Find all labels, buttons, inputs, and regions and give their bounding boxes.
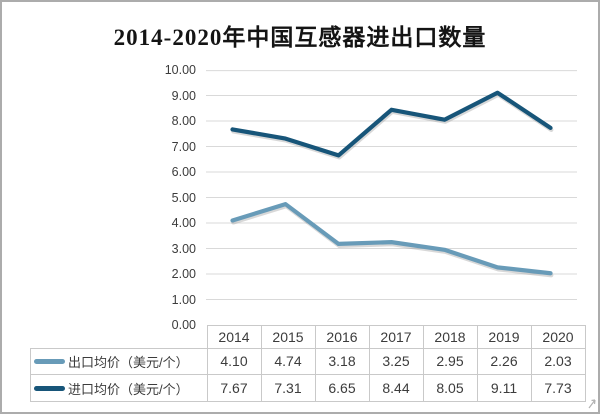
export-series-line [230,202,553,276]
chart-title: 2014-2020年中国互感器进出口数量 [113,25,487,50]
y-tick-label: 7.00 [171,139,196,154]
year-header-cell: 2017 [368,325,424,349]
value-cell: 3.25 [368,347,424,376]
y-tick-label: 9.00 [171,88,196,103]
table-row-export: 出口均价（美元/个） 4.10 4.74 3.18 3.25 2.95 2.26 2.03 [30,347,586,376]
y-tick-label: 4.00 [171,216,196,230]
table-corner-cell [31,326,208,349]
y-tick-label: 8.00 [171,114,196,128]
value-cell: 4.10 [206,347,262,376]
value-cell: 9.11 [476,374,532,402]
import-legend-line-swatch [34,385,65,391]
y-tick-label: 0.00 [171,318,196,332]
year-header-cell: 2015 [260,325,316,349]
table-row-years: 2014 2015 2016 2017 2018 2019 2020 [31,325,586,349]
value-cell: 3.18 [314,347,370,376]
value-cell: 6.65 [314,374,370,402]
data-table-body: 2014 2015 2016 2017 2018 2019 2020 出口均价（美元/个） 4.… [30,325,586,402]
y-tick-label: 1.00 [171,292,196,307]
y-tick-label: 10.00 [164,63,196,77]
table-row-import: 进口均价（美元/个） 7.67 7.31 6.65 8.44 8.05 9.11 7.73 [30,374,586,402]
plot-area [206,70,577,300]
legend-cell: 出口均价（美元/个） [30,347,208,376]
export-legend-line-swatch [34,358,65,364]
legend-series-label: 进口均价（美元/个） [68,381,189,397]
value-cell: 8.44 [368,374,424,402]
year-header-cell: 2018 [422,325,478,349]
year-header-cell: 2020 [530,325,586,349]
import-series-line-shadow [231,92,554,160]
value-cell: 2.26 [476,347,532,376]
value-cell: 8.05 [422,374,478,402]
value-cell: 7.31 [260,374,316,402]
data-table: 2014 2015 2016 2017 2018 2019 2020 出口均价（美元/个） 4.… [30,325,586,402]
value-cell: 2.95 [422,347,478,376]
y-tick-label: 6.00 [171,165,196,179]
legend-cell: 进口均价（美元/个） [30,374,208,402]
y-axis-tick-labels: 0.00 1.00 2.00 3.00 4.00 5.00 6.00 7.00 8.00 9.00… [120,2,200,412]
value-cell: 7.73 [530,374,586,402]
y-tick-label: 3.00 [171,241,196,256]
import-series-line [230,90,553,158]
year-header-cell: 2014 [206,325,262,349]
corner-artifact [587,397,597,410]
value-cell: 2.03 [530,347,586,376]
y-tick-label: 5.00 [171,190,196,205]
value-cell: 7.67 [206,374,262,402]
legend-series-label: 出口均价（美元/个） [68,354,189,370]
year-header-cell: 2019 [476,325,532,349]
y-tick-label: 2.00 [171,267,196,281]
value-cell: 4.74 [260,347,316,376]
year-header-cell: 2016 [314,325,370,349]
